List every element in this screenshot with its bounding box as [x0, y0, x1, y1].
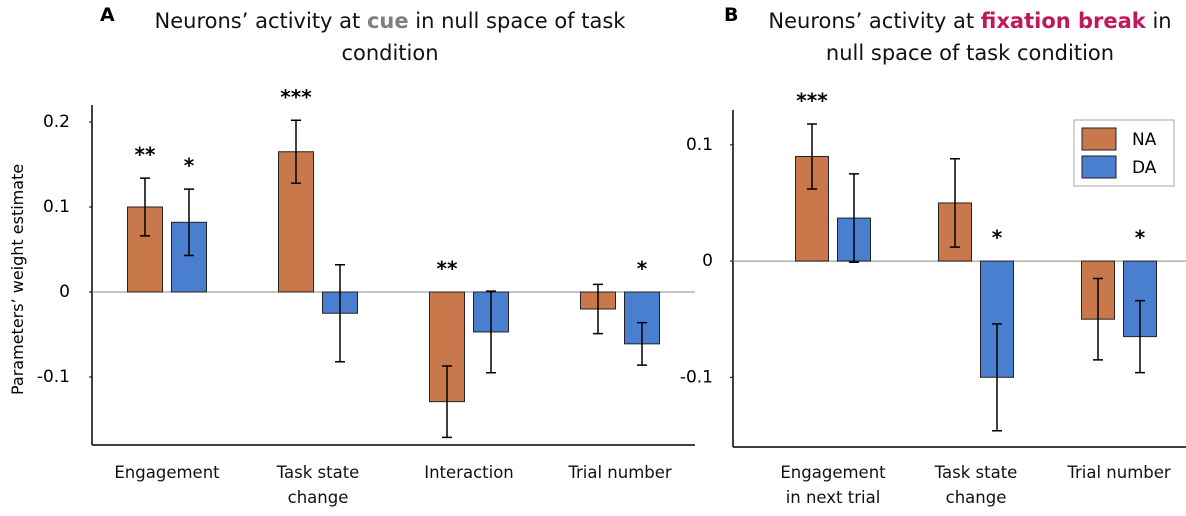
chart-title: Neurons’ activity at cue in null space o…	[150, 5, 630, 69]
significance: **	[437, 257, 458, 281]
error-bar	[992, 323, 1002, 432]
title-part: fixation break	[980, 9, 1146, 33]
title-part: in null space of task condition	[825, 9, 1172, 65]
x-tick-label: Task state change	[276, 463, 360, 507]
legend-label: NA	[1132, 130, 1157, 150]
panel-label: A	[100, 4, 115, 26]
error-bar	[291, 119, 301, 184]
title-part: Neurons’ activity at	[154, 9, 367, 33]
significance: *	[1135, 226, 1146, 250]
error-bar	[849, 173, 859, 263]
error-bar	[335, 264, 345, 363]
title-part: Neurons’ activity at	[768, 9, 981, 33]
error-bar	[1135, 299, 1145, 374]
y-axis-label: Parameters’ weight estimate	[8, 163, 27, 395]
significance: **	[135, 143, 156, 167]
significance: *	[184, 154, 195, 178]
error-bar	[486, 290, 496, 374]
error-bar	[637, 321, 647, 366]
chart-title: Neurons’ activity at fixation break in n…	[760, 5, 1180, 69]
error-bar	[184, 188, 194, 257]
y-tick-label: -0.1	[37, 367, 70, 387]
significance: ***	[796, 88, 828, 112]
error-bar	[140, 177, 150, 237]
y-tick-label: -0.1	[680, 367, 713, 387]
legend-label: DA	[1132, 158, 1157, 178]
title-part: in null space of task condition	[341, 9, 626, 65]
legend-swatch	[1081, 127, 1117, 151]
x-tick-label: Engagement in next trial	[780, 463, 886, 507]
x-tick-label: Trial number	[1067, 463, 1171, 482]
legend-swatch	[1081, 155, 1117, 179]
y-tick-label: 0	[59, 282, 70, 302]
y-tick-label: 0.1	[43, 197, 70, 217]
x-tick-label: Engagement	[114, 463, 220, 482]
y-tick-label: 0.2	[43, 112, 70, 132]
panel-label: B	[724, 4, 739, 26]
x-tick-label: Trial number	[568, 463, 672, 482]
significance: ***	[280, 85, 312, 109]
error-bar	[807, 123, 817, 190]
title-part: cue	[366, 9, 409, 33]
x-tick-label: Interaction	[424, 463, 514, 482]
y-tick-label: 0.1	[686, 135, 713, 155]
error-bar	[1093, 277, 1103, 361]
significance: *	[992, 226, 1003, 250]
x-tick-label: Task state change	[934, 463, 1018, 507]
y-tick-label: 0	[702, 251, 713, 271]
significance: *	[637, 257, 648, 281]
error-bar	[950, 158, 960, 248]
error-bar	[593, 283, 603, 335]
error-bar	[442, 365, 452, 439]
